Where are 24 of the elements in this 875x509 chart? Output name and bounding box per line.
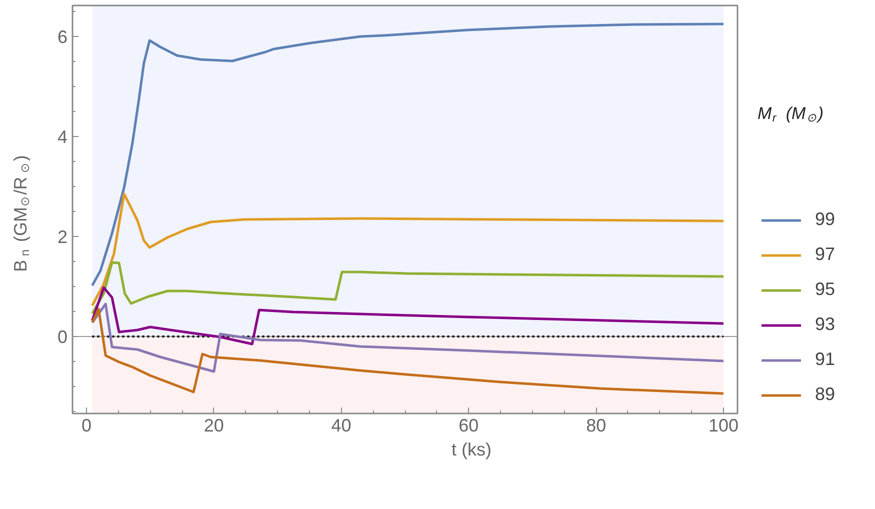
y-tick-label: 2 — [57, 227, 68, 247]
y-tick-label: 0 — [57, 327, 68, 347]
legend-label: 91 — [815, 349, 836, 370]
legend-label: 95 — [815, 279, 836, 300]
y-tick-label: 6 — [57, 27, 68, 47]
line-series — [90, 261, 725, 315]
x-tick-label: 80 — [586, 416, 606, 436]
y-tick-label: 4 — [57, 127, 68, 147]
y-axis-title: Bn (GM⊙/R⊙) — [10, 155, 32, 272]
line-series — [90, 22, 725, 287]
line-series — [90, 192, 725, 307]
line-series — [90, 302, 725, 373]
legend-label: 93 — [815, 314, 836, 335]
x-tick-label: 20 — [204, 416, 224, 436]
x-tick-label: 40 — [331, 416, 352, 436]
legend-label: 99 — [815, 209, 836, 230]
x-tick-label: 0 — [82, 416, 92, 436]
line-series — [90, 308, 725, 395]
line-series — [90, 286, 725, 346]
legend-label: 89 — [815, 384, 836, 405]
x-axis-title: t (ks) — [452, 440, 492, 460]
x-tick-label: 100 — [708, 416, 739, 436]
legend-label: 97 — [815, 244, 836, 265]
x-tick-label: 60 — [458, 416, 479, 436]
